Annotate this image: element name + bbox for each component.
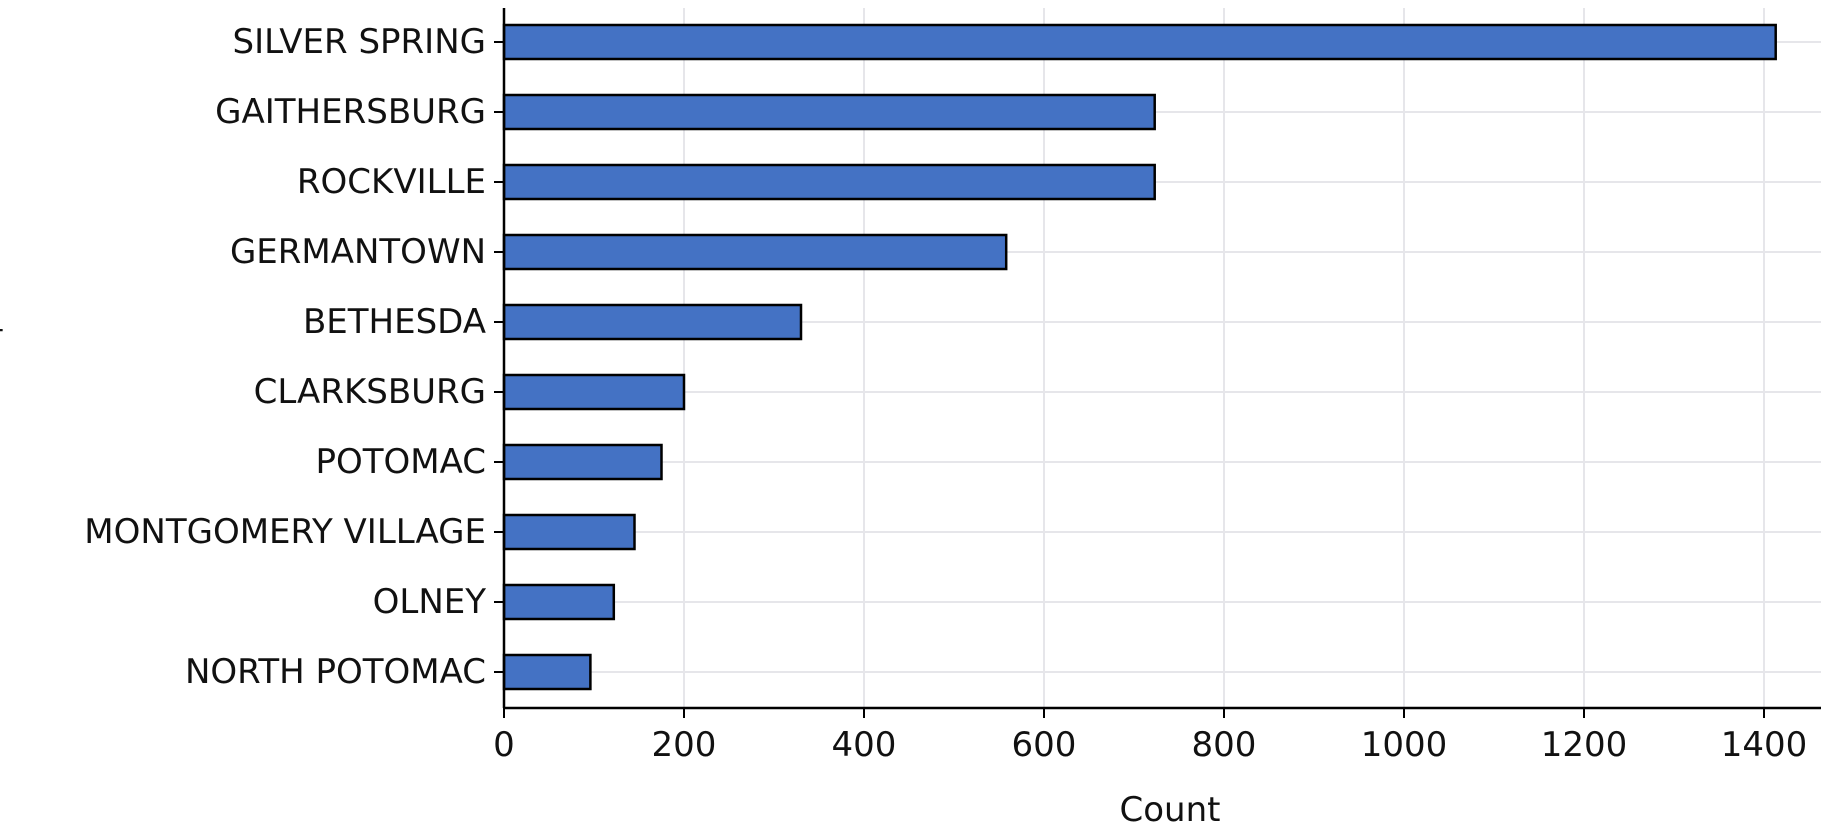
y-tick-label-germantown: GERMANTOWN (230, 232, 486, 272)
x-tick-label-200: 200 (652, 725, 717, 765)
x-tick-label-1400: 1400 (1721, 725, 1808, 765)
x-tick-label-1000: 1000 (1361, 725, 1448, 765)
y-ticks: SILVER SPRING GAITHERSBURG ROCKVILLE GERMAN… (84, 22, 504, 692)
bar-germantown (502, 233, 1008, 271)
x-tick-label-400: 400 (832, 725, 897, 765)
y-tick-label-olney: OLNEY (373, 582, 487, 622)
y-tick-label-montgomery-village: MONTGOMERY VILLAGE (84, 512, 486, 552)
bar-montgomery-village (502, 513, 636, 551)
bar-gaithersburg (502, 93, 1156, 131)
bars (502, 23, 1777, 691)
x-ticks: 0 200 400 600 800 1000 1200 1400 (493, 708, 1807, 765)
y-tick-label-north-potomac: NORTH POTOMAC (185, 652, 486, 692)
y-tick-label-potomac: POTOMAC (315, 442, 486, 482)
bar-rockville (502, 163, 1156, 201)
bar-olney (502, 583, 616, 621)
y-axis-label-clipped: ʃ (0, 325, 3, 360)
x-tick-label-800: 800 (1192, 725, 1257, 765)
axes (502, 8, 1821, 710)
y-tick-label-clarksburg: CLARKSBURG (254, 372, 486, 412)
x-axis-title: Count (1120, 790, 1221, 830)
x-tick-label-600: 600 (1012, 725, 1077, 765)
bar-potomac (502, 443, 663, 481)
x-tick-label-0: 0 (493, 725, 515, 765)
x-tick-label-1200: 1200 (1541, 725, 1628, 765)
bar-clarksburg (502, 373, 686, 411)
bar-bethesda (502, 303, 803, 341)
bar-north-potomac (502, 653, 592, 691)
y-tick-label-bethesda: BETHESDA (303, 302, 486, 342)
y-tick-label-rockville: ROCKVILLE (297, 162, 486, 202)
bar-silver-spring (502, 23, 1777, 61)
y-tick-label-silver-spring: SILVER SPRING (232, 22, 486, 62)
y-tick-label-gaithersburg: GAITHERSBURG (215, 92, 486, 132)
